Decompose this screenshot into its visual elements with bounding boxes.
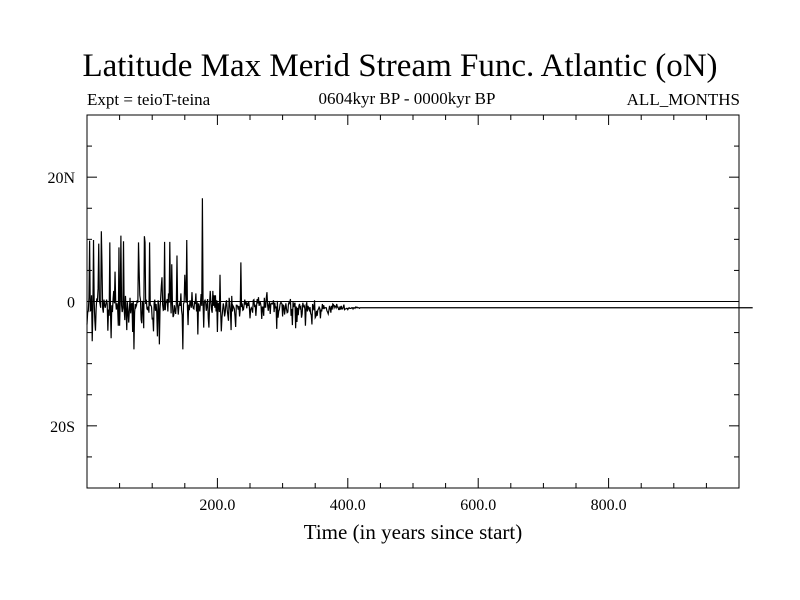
chart-title: Latitude Max Merid Stream Func. Atlantic…: [82, 48, 718, 84]
x-axis-label: Time (in years since start): [303, 520, 523, 544]
y-tick-label: 20S: [50, 419, 75, 436]
y-tick-label: 0: [67, 295, 75, 312]
x-tick-label: 200.0: [199, 497, 235, 514]
x-tick-label: 600.0: [460, 497, 496, 514]
x-tick-label: 800.0: [591, 497, 627, 514]
x-tick-label: 400.0: [330, 497, 366, 514]
series-line-0: [86, 198, 753, 350]
period-label: 0604kyr BP - 0000kyr BP: [318, 89, 496, 108]
y-tick-label: 20N: [47, 170, 75, 187]
months-label: ALL_MONTHS: [626, 90, 740, 109]
experiment-label: Expt = teioT-teina: [87, 90, 211, 109]
